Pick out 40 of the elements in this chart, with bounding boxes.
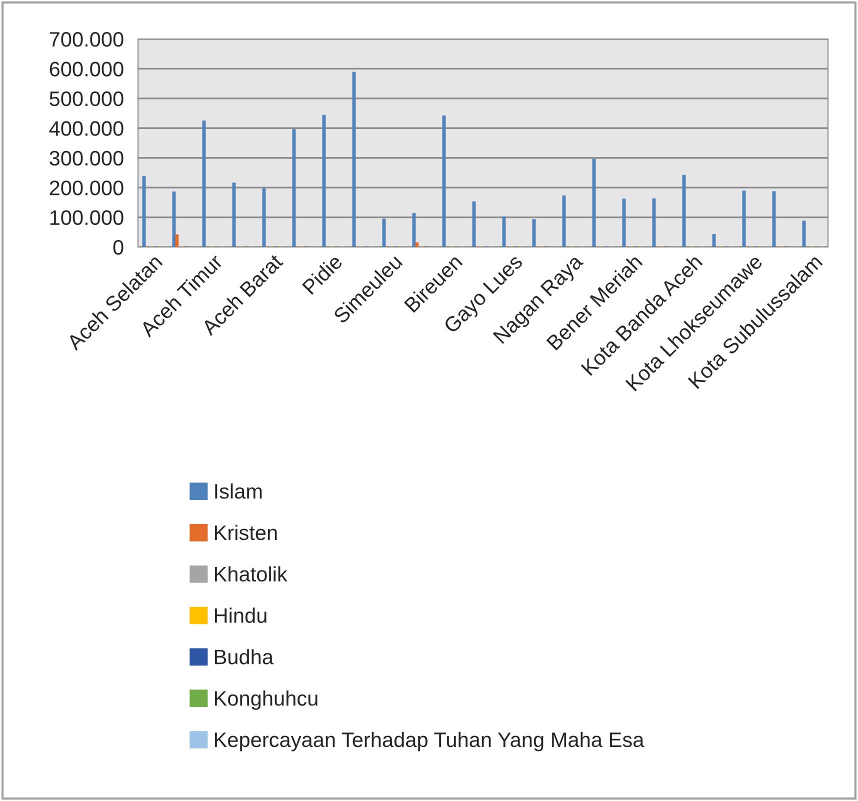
bar <box>802 220 806 247</box>
bar <box>412 212 416 247</box>
y-tick-label: 500.000 <box>50 91 124 106</box>
y-tick-label: 100.000 <box>50 210 124 226</box>
legend-label: Konghuhcu <box>214 690 318 710</box>
y-tick-label: 600.000 <box>50 62 124 76</box>
bar <box>442 115 446 247</box>
bar <box>472 201 476 247</box>
bar <box>322 114 326 247</box>
bar <box>532 219 536 247</box>
legend-label: Hindu <box>214 608 266 623</box>
bar <box>262 188 266 247</box>
legend-label: Budha <box>214 649 274 664</box>
bar <box>502 216 506 247</box>
legend-label: Islam <box>215 483 262 499</box>
bar <box>172 192 176 247</box>
bar <box>175 234 179 247</box>
y-tick-label: 700.000 <box>50 32 124 47</box>
bar <box>742 190 746 247</box>
bar <box>382 218 386 247</box>
y-tick-label: 400.000 <box>49 121 124 136</box>
bar <box>772 191 776 247</box>
legend-label: Kristen <box>214 524 277 540</box>
bar <box>415 242 419 247</box>
bar <box>682 174 686 247</box>
bar <box>592 158 596 247</box>
y-tick-label: 300.000 <box>50 150 124 166</box>
bar <box>652 198 656 247</box>
legend-label: Khatolik <box>214 566 288 582</box>
bar <box>622 198 626 247</box>
bar <box>352 72 356 247</box>
bar <box>562 195 566 247</box>
bar <box>202 120 206 247</box>
bar <box>142 176 146 247</box>
bar <box>232 182 236 247</box>
legend-label: Kepercayaan Terhadap Tuhan Yang Maha Esa <box>214 732 644 752</box>
bar <box>292 129 296 247</box>
bar <box>712 234 716 247</box>
y-tick-label: 200.000 <box>50 180 124 196</box>
y-tick-label: 0 <box>113 240 124 255</box>
